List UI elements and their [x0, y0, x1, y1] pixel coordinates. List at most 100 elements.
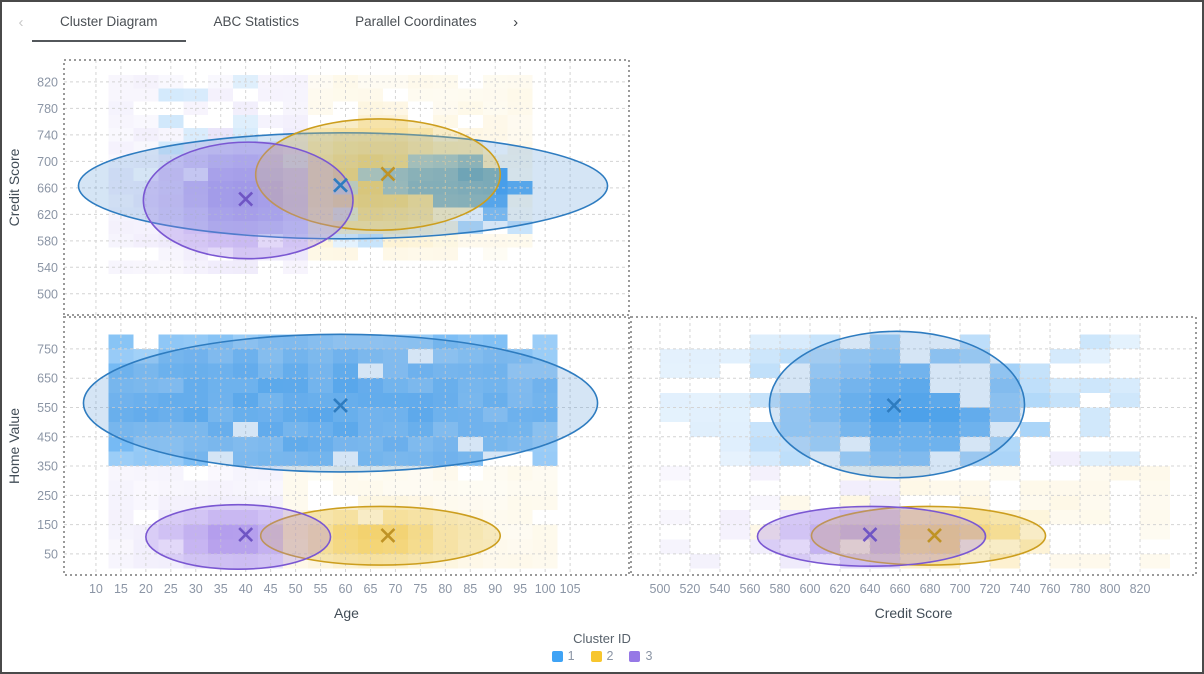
credit-score-vs-home-value-border	[630, 316, 1197, 576]
credit-score-vs-home-value-cluster-1-ellipse	[768, 330, 1026, 479]
age-vs-credit-score-y-tick-label: 780	[37, 102, 58, 116]
age-vs-credit-score-y-tick-label: 620	[37, 208, 58, 222]
credit-score-vs-home-value-x-tick-label: 600	[800, 582, 821, 596]
legend-item-cluster-2[interactable]: 2	[590, 649, 614, 663]
credit-score-vs-home-value-heatmap-cells	[659, 334, 1171, 569]
age-vs-home-value-x-tick-label: 20	[139, 582, 153, 596]
age-vs-credit-score-y-tick-label: 540	[37, 261, 58, 275]
age-vs-home-value-x-tick-label: 35	[214, 582, 228, 596]
credit-score-vs-home-value-x-tick-label: 660	[890, 582, 911, 596]
age-vs-credit-score-y-tick-label: 580	[37, 234, 58, 248]
credit-score-vs-home-value-x-tick-label: 580	[770, 582, 791, 596]
age-vs-home-value-x-tick-label: 75	[413, 582, 427, 596]
legend-swatch-cluster-1	[551, 650, 563, 662]
tab-parallel-coordinates[interactable]: Parallel Coordinates	[355, 13, 477, 29]
age-vs-home-value-y-tick-label: 150	[37, 518, 58, 532]
age-vs-home-value-x-tick-label: 100	[535, 582, 556, 596]
tabs-container: Cluster Diagram ABC Statistics Parallel Co…	[32, 2, 505, 42]
age-vs-credit-score-cluster-3-centroid-marker	[238, 191, 254, 207]
panel-age-vs-home-value: 50 150 250 350 450 550 650 750 10 15 20 25 30 35 40 45 5…	[6, 316, 630, 621]
credit-score-vs-home-value-x-tick-label: 640	[860, 582, 881, 596]
age-vs-credit-score-cluster-2-centroid-marker	[380, 166, 396, 182]
age-vs-credit-score-y-tick-label: 500	[37, 287, 58, 301]
age-vs-home-value-x-tick-label: 65	[364, 582, 378, 596]
credit-score-vs-home-value-x-tick-label: 540	[710, 582, 731, 596]
age-vs-credit-score-y-axis-title: Credit Score	[6, 148, 22, 226]
age-vs-home-value-x-tick-label: 25	[164, 582, 178, 596]
age-vs-home-value-x-tick-label: 40	[239, 582, 253, 596]
credit-score-vs-home-value-cluster-1-centroid-marker	[886, 398, 902, 413]
age-vs-credit-score-cluster-2-ellipse	[254, 118, 502, 232]
credit-score-vs-home-value-x-tick-label: 740	[1010, 582, 1031, 596]
age-vs-home-value-x-tick-label: 50	[289, 582, 303, 596]
age-vs-home-value-x-axis-title: Age	[334, 605, 359, 621]
credit-score-vs-home-value-x-tick-label: 500	[650, 582, 671, 596]
panel-age-vs-credit-score: 500 540 580 620 660 700 740 780 820 Credit Score	[6, 59, 630, 316]
age-vs-credit-score-y-tick-label: 820	[37, 75, 58, 89]
credit-score-vs-home-value-cluster-2-ellipse	[810, 505, 1047, 566]
legend-label: 1	[567, 649, 575, 663]
credit-score-vs-home-value-x-tick-label: 700	[950, 582, 971, 596]
age-vs-credit-score-y-tick-label: 700	[37, 155, 58, 169]
legend-label: 2	[606, 649, 614, 663]
age-vs-home-value-cluster-3-centroid-marker	[238, 527, 254, 543]
age-vs-home-value-x-tick-label: 95	[513, 582, 527, 596]
age-vs-credit-score-cluster-ellipses	[77, 118, 609, 260]
age-vs-home-value-x-tick-label: 80	[438, 582, 452, 596]
scroll-tabs-right-icon[interactable]: ›	[513, 13, 519, 31]
credit-score-vs-home-value-cluster-centroids	[862, 398, 942, 543]
age-vs-home-value-cluster-1-ellipse	[82, 333, 599, 473]
age-vs-home-value-y-tick-label: 750	[37, 342, 58, 356]
tab-cluster-diagram[interactable]: Cluster Diagram	[32, 2, 186, 42]
panel-credit-score-vs-home-value: 500 520 540 560 580 600 620 640 660 680 700 720 740 7…	[630, 316, 1197, 621]
legend-title: Cluster ID	[573, 631, 631, 646]
age-vs-home-value-x-tick-label: 30	[189, 582, 203, 596]
credit-score-vs-home-value-x-tick-label: 780	[1070, 582, 1091, 596]
credit-score-vs-home-value-gridlines	[631, 317, 1196, 575]
age-vs-home-value-border	[63, 316, 630, 576]
age-vs-home-value-x-tick-label: 10	[89, 582, 103, 596]
age-vs-home-value-cluster-centroids	[238, 398, 396, 543]
age-vs-home-value-y-tick-label: 50	[44, 547, 58, 561]
legend-item-cluster-1[interactable]: 1	[551, 649, 575, 663]
credit-score-vs-home-value-x-tick-label: 520	[680, 582, 701, 596]
credit-score-vs-home-value-cluster-3-centroid-marker	[862, 527, 878, 543]
credit-score-vs-home-value-x-axis-title: Credit Score	[875, 605, 953, 621]
credit-score-vs-home-value-x-tick-label: 820	[1130, 582, 1151, 596]
age-vs-home-value-x-tick-label: 45	[264, 582, 278, 596]
credit-score-vs-home-value-x-tick-label: 800	[1100, 582, 1121, 596]
credit-score-vs-home-value-cluster-2-centroid-marker	[927, 528, 942, 543]
credit-score-vs-home-value-x-tick-label: 560	[740, 582, 761, 596]
legend-label: 3	[645, 649, 653, 663]
legend-swatch-cluster-3	[629, 650, 641, 662]
age-vs-credit-score-cluster-centroids	[238, 166, 396, 207]
age-vs-credit-score-y-tick-label: 660	[37, 181, 58, 195]
age-vs-home-value-y-axis-title: Home Value	[6, 408, 22, 484]
age-vs-home-value-x-tick-label: 90	[488, 582, 502, 596]
credit-score-vs-home-value-x-tick-label: 680	[920, 582, 941, 596]
scroll-tabs-left-icon[interactable]: ‹	[18, 13, 24, 31]
tab-abc-statistics[interactable]: ABC Statistics	[213, 13, 300, 29]
age-vs-home-value-x-tick-label: 15	[114, 582, 128, 596]
age-vs-credit-score-y-tick-label: 740	[37, 128, 58, 142]
age-vs-home-value-x-tick-label: 105	[560, 582, 581, 596]
cluster-legend: Cluster ID 1 2 3	[2, 631, 1202, 663]
age-vs-home-value-x-tick-label: 70	[388, 582, 402, 596]
age-vs-credit-score-gridlines	[64, 60, 629, 315]
age-vs-home-value-y-tick-label: 450	[37, 430, 58, 444]
legend-item-cluster-3[interactable]: 3	[629, 649, 652, 663]
age-vs-home-value-gridlines	[64, 317, 629, 575]
age-vs-home-value-x-tick-label: 55	[314, 582, 328, 596]
credit-score-vs-home-value-x-tick-label: 760	[1040, 582, 1061, 596]
legend-items: 1 2 3	[551, 649, 652, 663]
age-vs-home-value-cluster-2-centroid-marker	[380, 528, 396, 543]
age-vs-home-value-y-tick-label: 550	[37, 401, 58, 415]
age-vs-home-value-y-tick-label: 350	[37, 460, 58, 474]
age-vs-home-value-x-tick-label: 60	[339, 582, 353, 596]
age-vs-home-value-x-tick-label: 85	[463, 582, 477, 596]
legend-swatch-cluster-2	[590, 650, 602, 662]
age-vs-credit-score-cluster-1-centroid-marker	[333, 177, 348, 193]
age-vs-home-value-y-tick-label: 650	[37, 372, 58, 386]
age-vs-home-value-cluster-2-ellipse	[259, 505, 502, 566]
